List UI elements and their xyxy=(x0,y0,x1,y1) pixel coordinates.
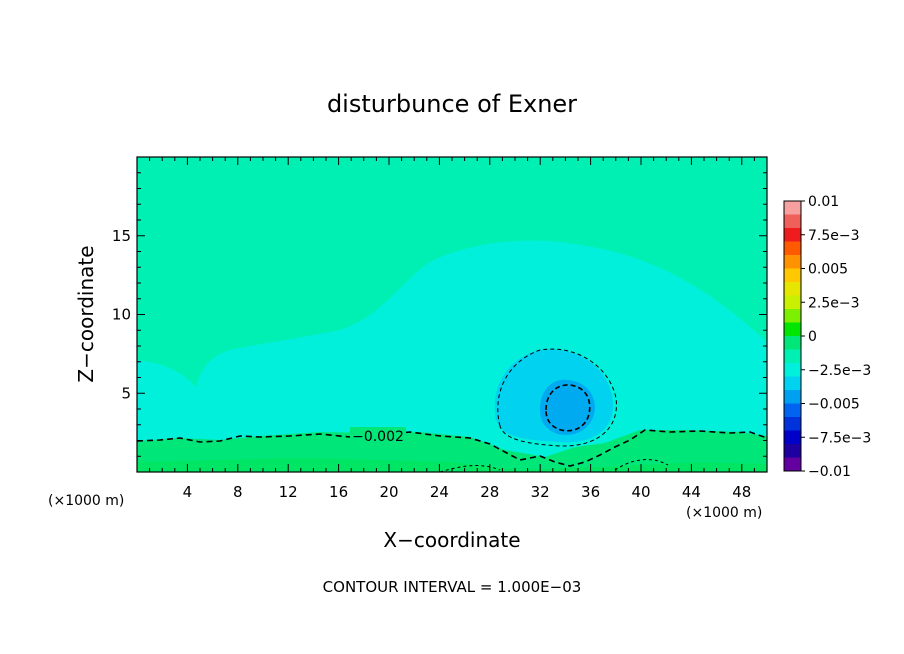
field-region-ground xyxy=(137,458,767,472)
colorbar-swatch xyxy=(784,295,801,310)
contour-label-bg xyxy=(350,427,406,443)
y-tick-label: 5 xyxy=(121,384,131,402)
plot-area: −0.002 xyxy=(137,157,767,472)
colorbar-swatch xyxy=(784,457,801,472)
x-tick-label: 16 xyxy=(329,483,348,501)
x-unit-left: (×1000 m) xyxy=(48,493,124,509)
contour-label: −0.002 xyxy=(352,429,404,445)
colorbar-swatch xyxy=(784,201,801,215)
colorbar: 0.01 7.5e−3 0.005 2.5e−3 0 −2.5e−3 −0.005 −7.5e… xyxy=(783,194,871,480)
colorbar-tick-label: 0.005 xyxy=(808,262,848,278)
x-tick-label: 40 xyxy=(631,483,650,501)
colorbar-swatch xyxy=(784,282,801,296)
x-tick-label: 48 xyxy=(732,483,751,501)
x-tick-label: 44 xyxy=(682,483,701,501)
colorbar-swatch xyxy=(784,430,801,445)
x-tick-label: 4 xyxy=(183,483,193,501)
x-tick-label: 20 xyxy=(379,483,398,501)
colorbar-swatch xyxy=(784,255,801,269)
contour-line-anomaly xyxy=(497,348,617,447)
colorbar-tick-label: 7.5e−3 xyxy=(808,228,860,244)
colorbar-tick-label: 0.01 xyxy=(808,194,839,210)
colorbar-swatch xyxy=(784,309,801,323)
x-unit-right: (×1000 m) xyxy=(686,505,762,521)
x-tick-label: 36 xyxy=(581,483,600,501)
colorbar-swatch xyxy=(784,403,801,418)
colorbar-swatch xyxy=(784,376,801,391)
colorbar-swatch xyxy=(784,390,801,404)
colorbar-swatch xyxy=(784,363,801,377)
y-tick-label: 10 xyxy=(112,306,131,324)
chart-title: disturbunce of Exner xyxy=(327,90,577,118)
contour-line-core xyxy=(545,384,591,432)
colorbar-swatch xyxy=(784,417,801,431)
colorbar-tick-label: −7.5e−3 xyxy=(808,430,871,446)
y-axis-label: Z−coordinate xyxy=(74,245,98,382)
x-axis: 4 8 12 16 20 24 28 32 36 40 44 48 xyxy=(149,157,755,501)
contour-line-main xyxy=(137,429,767,467)
y-axis: 5 10 15 xyxy=(112,172,767,457)
colorbar-swatch xyxy=(784,214,801,229)
colorbar-swatch xyxy=(784,322,801,337)
field-region-core xyxy=(540,379,595,436)
x-tick-label: 28 xyxy=(480,483,499,501)
colorbar-swatch xyxy=(784,228,801,242)
colorbar-swatch xyxy=(784,268,801,283)
colorbar-tick-label: −0.01 xyxy=(808,464,851,480)
x-axis-label: X−coordinate xyxy=(383,528,520,552)
colorbar-tick-label: −0.005 xyxy=(808,397,860,413)
colorbar-swatch xyxy=(784,241,801,256)
colorbar-tick-label: 2.5e−3 xyxy=(808,295,860,311)
colorbar-swatch xyxy=(784,336,801,350)
colorbar-swatch xyxy=(784,349,801,364)
x-tick-label: 8 xyxy=(233,483,243,501)
x-tick-label: 32 xyxy=(531,483,550,501)
contour-line-ground-1 xyxy=(439,465,501,472)
x-tick-label: 12 xyxy=(279,483,298,501)
contour-interval-note: CONTOUR INTERVAL = 1.000E−03 xyxy=(323,578,582,596)
y-tick-label: 15 xyxy=(112,227,131,245)
colorbar-tick-label: 0 xyxy=(808,329,817,345)
colorbar-tick-label: −2.5e−3 xyxy=(808,363,871,379)
colorbar-swatch xyxy=(784,444,801,458)
x-tick-label: 24 xyxy=(430,483,449,501)
